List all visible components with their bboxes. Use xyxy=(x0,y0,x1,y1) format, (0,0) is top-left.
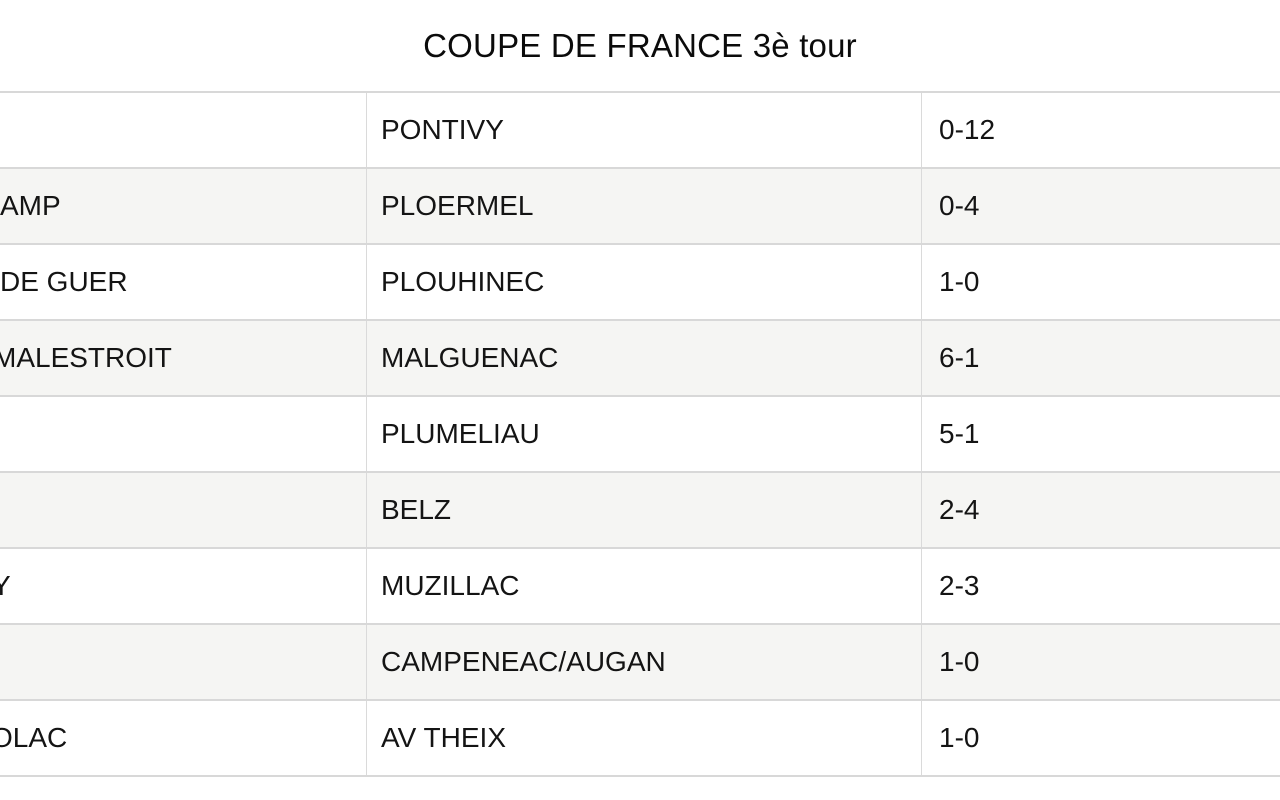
away-team-name: AV THEIX xyxy=(381,722,507,753)
away-team-name: PLOERMEL xyxy=(381,190,534,221)
page-header: COUPE DE FRANCE 3è tour xyxy=(0,0,1280,91)
match-row: PONTIVY 0-12 xyxy=(0,93,1280,169)
score-cell: 1-0 xyxy=(921,625,1280,699)
score-cell: 6-1 xyxy=(921,321,1280,395)
away-team-cell: PLUMELIAU xyxy=(366,397,921,471)
away-team-name: PONTIVY xyxy=(381,114,504,145)
away-team-name: MALGUENAC xyxy=(381,342,559,373)
match-row: BELZ 2-4 xyxy=(0,473,1280,549)
away-team-cell: AV THEIX xyxy=(366,701,921,775)
home-team-cell xyxy=(0,93,366,167)
match-score: 1-0 xyxy=(939,646,980,677)
away-team-cell: MUZILLAC xyxy=(366,549,921,623)
match-score: 6-1 xyxy=(939,342,980,373)
match-row: CAMPENEAC/AUGAN 1-0 xyxy=(0,625,1280,701)
away-team-name: CAMPENEAC/AUGAN xyxy=(381,646,666,677)
away-team-name: PLUMELIAU xyxy=(381,418,540,449)
home-team-name: Y xyxy=(0,570,11,601)
match-score: 5-1 xyxy=(939,418,980,449)
home-team-name: OLAC xyxy=(0,722,68,753)
home-team-cell: Y xyxy=(0,549,366,623)
away-team-cell: PONTIVY xyxy=(366,93,921,167)
match-row: PLUMELIAU 5-1 xyxy=(0,397,1280,473)
away-team-cell: PLOUHINEC xyxy=(366,245,921,319)
home-team-cell: DE GUER xyxy=(0,245,366,319)
home-team-cell xyxy=(0,473,366,547)
match-score: 2-3 xyxy=(939,570,980,601)
away-team-name: BELZ xyxy=(381,494,452,525)
score-cell: 1-0 xyxy=(921,701,1280,775)
home-team-name: MALESTROIT xyxy=(0,342,172,373)
match-score: 0-12 xyxy=(939,114,996,145)
score-cell: 0-12 xyxy=(921,93,1280,167)
home-team-cell xyxy=(0,625,366,699)
match-row: DE GUER PLOUHINEC 1-0 xyxy=(0,245,1280,321)
away-team-cell: CAMPENEAC/AUGAN xyxy=(366,625,921,699)
match-row: Y MUZILLAC 2-3 xyxy=(0,549,1280,625)
away-team-name: MUZILLAC xyxy=(381,570,520,601)
home-team-name: AMP xyxy=(0,190,61,221)
home-team-name: DE GUER xyxy=(0,266,128,297)
score-cell: 5-1 xyxy=(921,397,1280,471)
score-cell: 2-4 xyxy=(921,473,1280,547)
results-table: PONTIVY 0-12 AMP PLOERMEL 0-4 DE GUER PL… xyxy=(0,91,1280,777)
away-team-cell: BELZ xyxy=(366,473,921,547)
home-team-cell: AMP xyxy=(0,169,366,243)
score-cell: 1-0 xyxy=(921,245,1280,319)
home-team-cell: MALESTROIT xyxy=(0,321,366,395)
page-title: COUPE DE FRANCE 3è tour xyxy=(423,26,857,64)
away-team-cell: PLOERMEL xyxy=(366,169,921,243)
match-score: 1-0 xyxy=(939,266,980,297)
match-score: 0-4 xyxy=(939,190,980,221)
home-team-cell xyxy=(0,397,366,471)
match-row: MALESTROIT MALGUENAC 6-1 xyxy=(0,321,1280,397)
score-cell: 0-4 xyxy=(921,169,1280,243)
home-team-cell: OLAC xyxy=(0,701,366,775)
score-cell: 2-3 xyxy=(921,549,1280,623)
match-row: AMP PLOERMEL 0-4 xyxy=(0,169,1280,245)
match-score: 1-0 xyxy=(939,722,980,753)
away-team-cell: MALGUENAC xyxy=(366,321,921,395)
match-score: 2-4 xyxy=(939,494,980,525)
away-team-name: PLOUHINEC xyxy=(381,266,545,297)
match-row: OLAC AV THEIX 1-0 xyxy=(0,701,1280,777)
